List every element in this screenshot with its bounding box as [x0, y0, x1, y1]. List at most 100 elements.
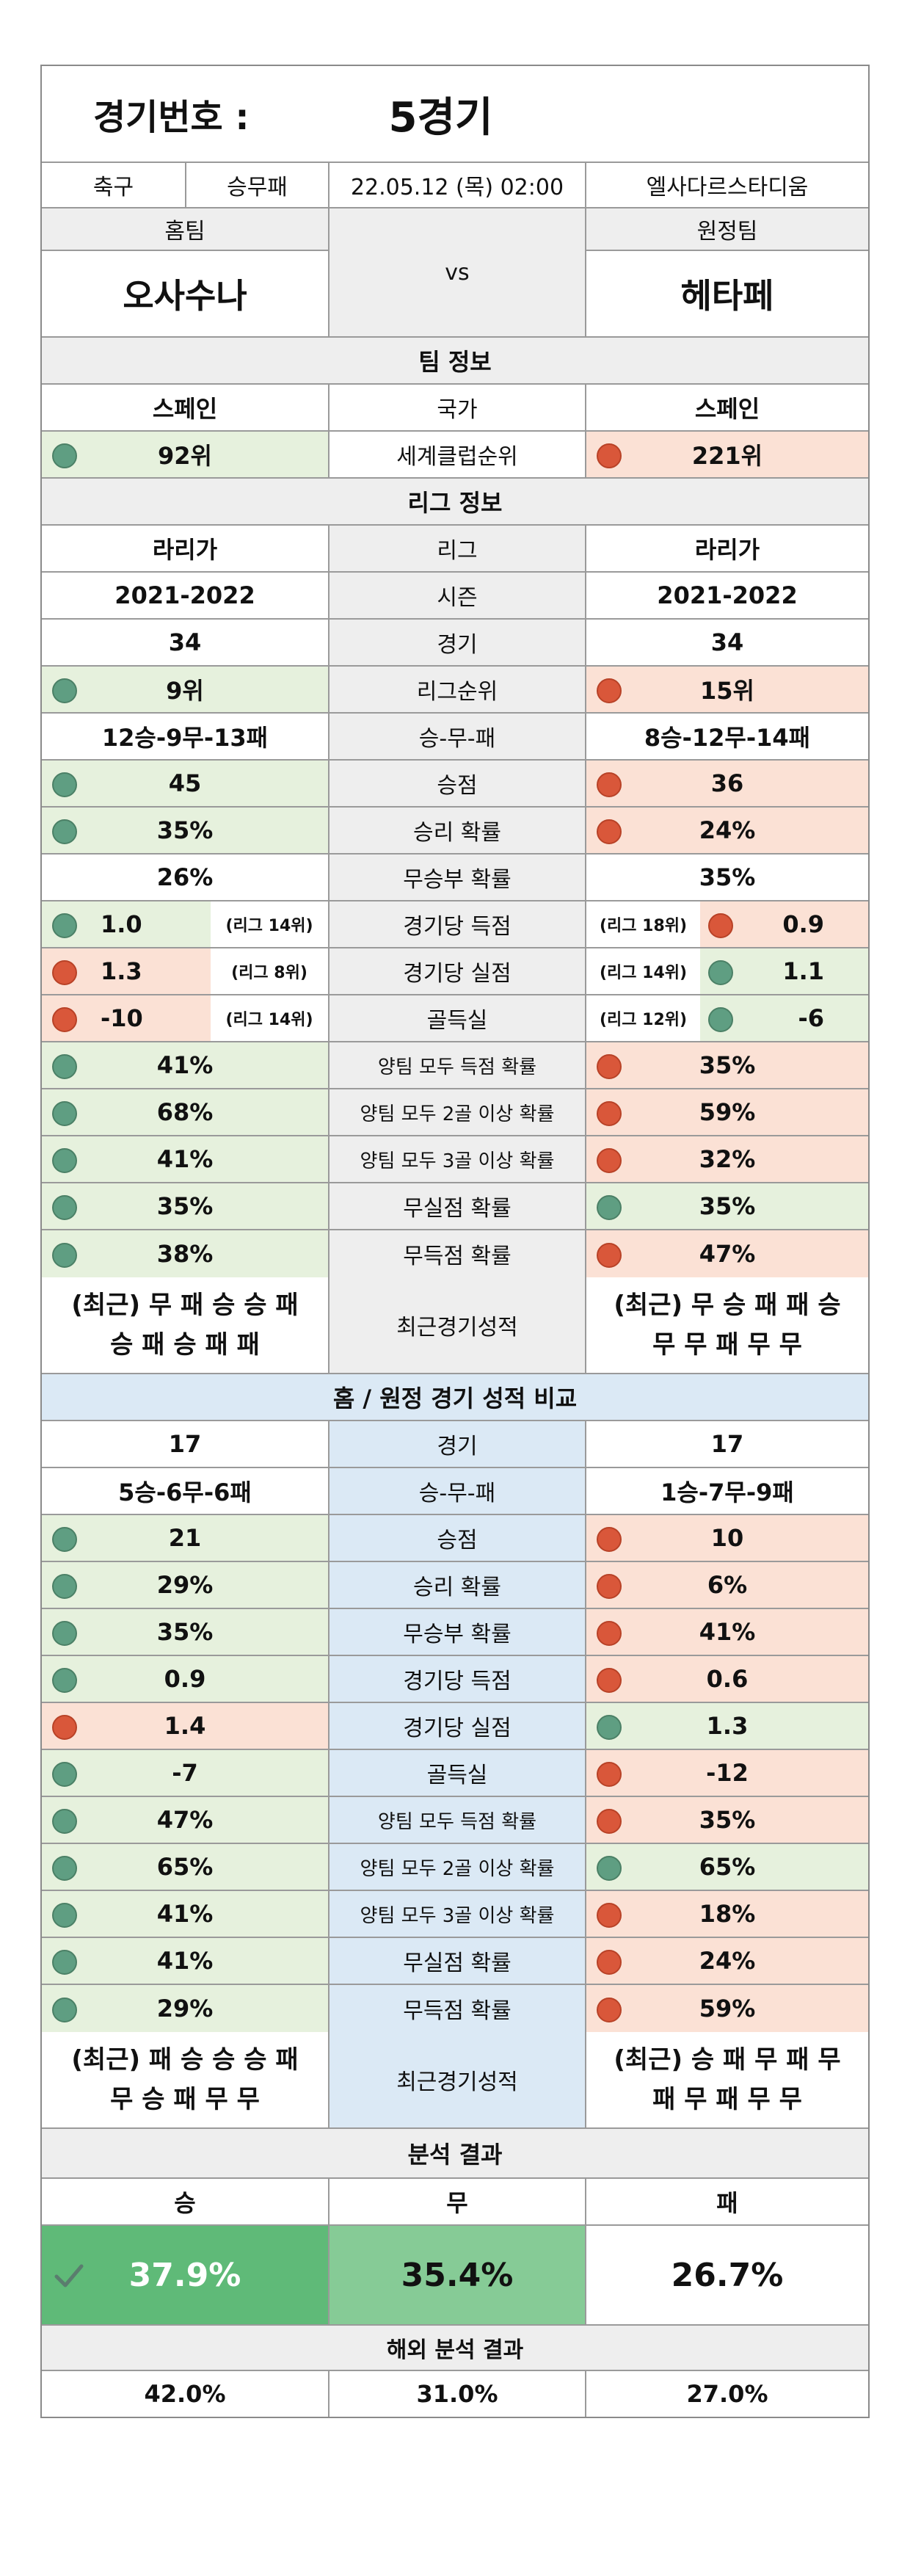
- away-value-cell: 0.6: [585, 1656, 868, 1702]
- value: 26%: [156, 863, 214, 891]
- value: 12승-9무-13패: [101, 724, 269, 752]
- home-value-cell: 라리가: [42, 526, 328, 571]
- value: 41%: [156, 1947, 214, 1975]
- value: 68%: [156, 1098, 214, 1126]
- away-label: 원정팀: [586, 208, 868, 251]
- home-value-cell: 41%: [42, 1938, 328, 1984]
- green-dot-icon: [597, 1195, 622, 1220]
- recent-label: 최근경기성적: [328, 1277, 585, 1373]
- home-value-cell: 38%: [42, 1230, 328, 1277]
- value: 35%: [699, 863, 756, 891]
- value: 24%: [699, 816, 756, 844]
- league-rank-note: (리그 8위): [211, 948, 328, 994]
- overseas-values-row: 42.0% 31.0% 27.0%: [42, 2371, 868, 2417]
- home-value-cell: 17: [42, 1421, 328, 1467]
- away-value-cell: 59%: [585, 1089, 868, 1135]
- value: 1.0: [101, 910, 142, 938]
- value: -7: [172, 1759, 198, 1787]
- club-rank-row: 92위 세계클럽순위 221위: [42, 432, 868, 479]
- value: 32%: [699, 1145, 756, 1173]
- away-value-cell: 라리가: [585, 526, 868, 571]
- check-icon: [54, 2264, 84, 2287]
- stat-label: 무득점 확률: [328, 1985, 585, 2032]
- green-dot-icon: [52, 1762, 77, 1787]
- match-sheet: 경기번호 : 5경기 축구 승무패 22.05.12 (목) 02:00 엘사다…: [40, 65, 870, 2418]
- loss-label: 패: [585, 2179, 868, 2224]
- home-value-cell: 41%: [42, 1136, 328, 1182]
- away-club-rank: 221위: [585, 432, 868, 477]
- value: 5승-6무-6패: [118, 1479, 252, 1506]
- teams-row: 홈팀 오사수나 vs 원정팀 헤타페: [42, 208, 868, 338]
- stat-label: 양팀 모두 득점 확률: [328, 1042, 585, 1088]
- value: 34: [710, 628, 744, 656]
- section-title: 분석 결과: [407, 2141, 503, 2169]
- stat-row: 35% 승리 확률 24%: [42, 808, 868, 855]
- value: 47%: [699, 1240, 756, 1268]
- value: 92위: [158, 442, 212, 470]
- red-dot-icon: [597, 678, 622, 703]
- green-dot-icon: [52, 772, 77, 797]
- away-value-cell: 0.9 (리그 18위): [585, 901, 868, 947]
- value: 29%: [156, 1571, 214, 1599]
- home-value-cell: 34: [42, 620, 328, 665]
- stadium: 엘사다르스타디움: [585, 163, 868, 207]
- stat-row: 35% 무승부 확률 41%: [42, 1609, 868, 1656]
- home-value-cell: 12승-9무-13패: [42, 714, 328, 759]
- value: 34: [168, 628, 202, 656]
- red-dot-icon: [52, 1715, 77, 1740]
- stat-label: 경기: [328, 1421, 585, 1467]
- home-team: 오사수나: [123, 276, 247, 316]
- red-dot-icon: [708, 913, 733, 938]
- league-rank-note: (리그 14위): [211, 901, 328, 947]
- away-value-cell: 32%: [585, 1136, 868, 1182]
- draw-label: 무: [328, 2179, 585, 2224]
- stat-row: 41% 양팀 모두 득점 확률 35%: [42, 1042, 868, 1089]
- sport: 축구: [92, 175, 134, 200]
- away-value-cell: 35%: [585, 1183, 868, 1229]
- loss-value: 26.7%: [671, 2256, 784, 2294]
- green-dot-icon: [52, 1195, 77, 1220]
- home-value-cell: 0.9: [42, 1656, 328, 1702]
- league-rows: 라리가 리그 라리가 2021-2022 시즌 2021-2022 34 경기 34 9위 리그순위…: [42, 526, 868, 1277]
- away-value-cell: -12: [585, 1750, 868, 1796]
- value: 1승-7무-9패: [660, 1479, 794, 1506]
- home-value-cell: 35%: [42, 1183, 328, 1229]
- away-value-cell: 65%: [585, 1844, 868, 1890]
- green-dot-icon: [52, 443, 77, 468]
- home-recent-line1: (최근) 무 패 승 승 패: [71, 1291, 299, 1320]
- green-dot-icon: [52, 1527, 77, 1552]
- value: 38%: [156, 1240, 214, 1268]
- team-info-header: 팀 정보: [42, 338, 868, 385]
- stat-label: 리그: [328, 526, 585, 571]
- away-value-cell: 1.1 (리그 14위): [585, 948, 868, 994]
- stat-row: 9위 리그순위 15위: [42, 667, 868, 714]
- value: 36: [710, 769, 744, 797]
- stat-label: 양팀 모두 2골 이상 확률: [328, 1089, 585, 1135]
- match-datetime: 22.05.12 (목) 02:00: [328, 163, 585, 207]
- stat-row: -10 (리그 14위) 골득실 -6 (리그 12위): [42, 995, 868, 1042]
- home-value-cell: 65%: [42, 1844, 328, 1890]
- value: 0.9: [164, 1665, 206, 1693]
- value: 0.9: [782, 910, 824, 938]
- value: 1.4: [164, 1712, 206, 1740]
- stat-label: 승-무-패: [328, 1468, 585, 1514]
- value: 35%: [156, 1618, 214, 1646]
- value: 45: [168, 769, 202, 797]
- red-dot-icon: [597, 1527, 622, 1552]
- away-value-cell: 59%: [585, 1985, 868, 2032]
- home-value-cell: 1.4: [42, 1703, 328, 1749]
- home-country: 스페인: [152, 395, 218, 423]
- stat-label: 경기당 실점: [328, 1703, 585, 1749]
- stat-row: 1.3 (리그 8위) 경기당 실점 1.1 (리그 14위): [42, 948, 868, 995]
- red-dot-icon: [597, 1574, 622, 1599]
- away-value-cell: -6 (리그 12위): [585, 995, 868, 1041]
- value: 41%: [156, 1900, 214, 1928]
- stat-row: 26% 무승부 확률 35%: [42, 855, 868, 901]
- away-value-cell: 15위: [585, 667, 868, 712]
- stat-label: 승리 확률: [328, 1562, 585, 1608]
- green-dot-icon: [597, 1856, 622, 1881]
- value: 10: [710, 1524, 744, 1552]
- value: 2021-2022: [114, 581, 255, 609]
- homeaway-rows: 17 경기 17 5승-6무-6패 승-무-패 1승-7무-9패 21 승점 10 29% 승리 확…: [42, 1421, 868, 2032]
- value: 35%: [699, 1192, 756, 1220]
